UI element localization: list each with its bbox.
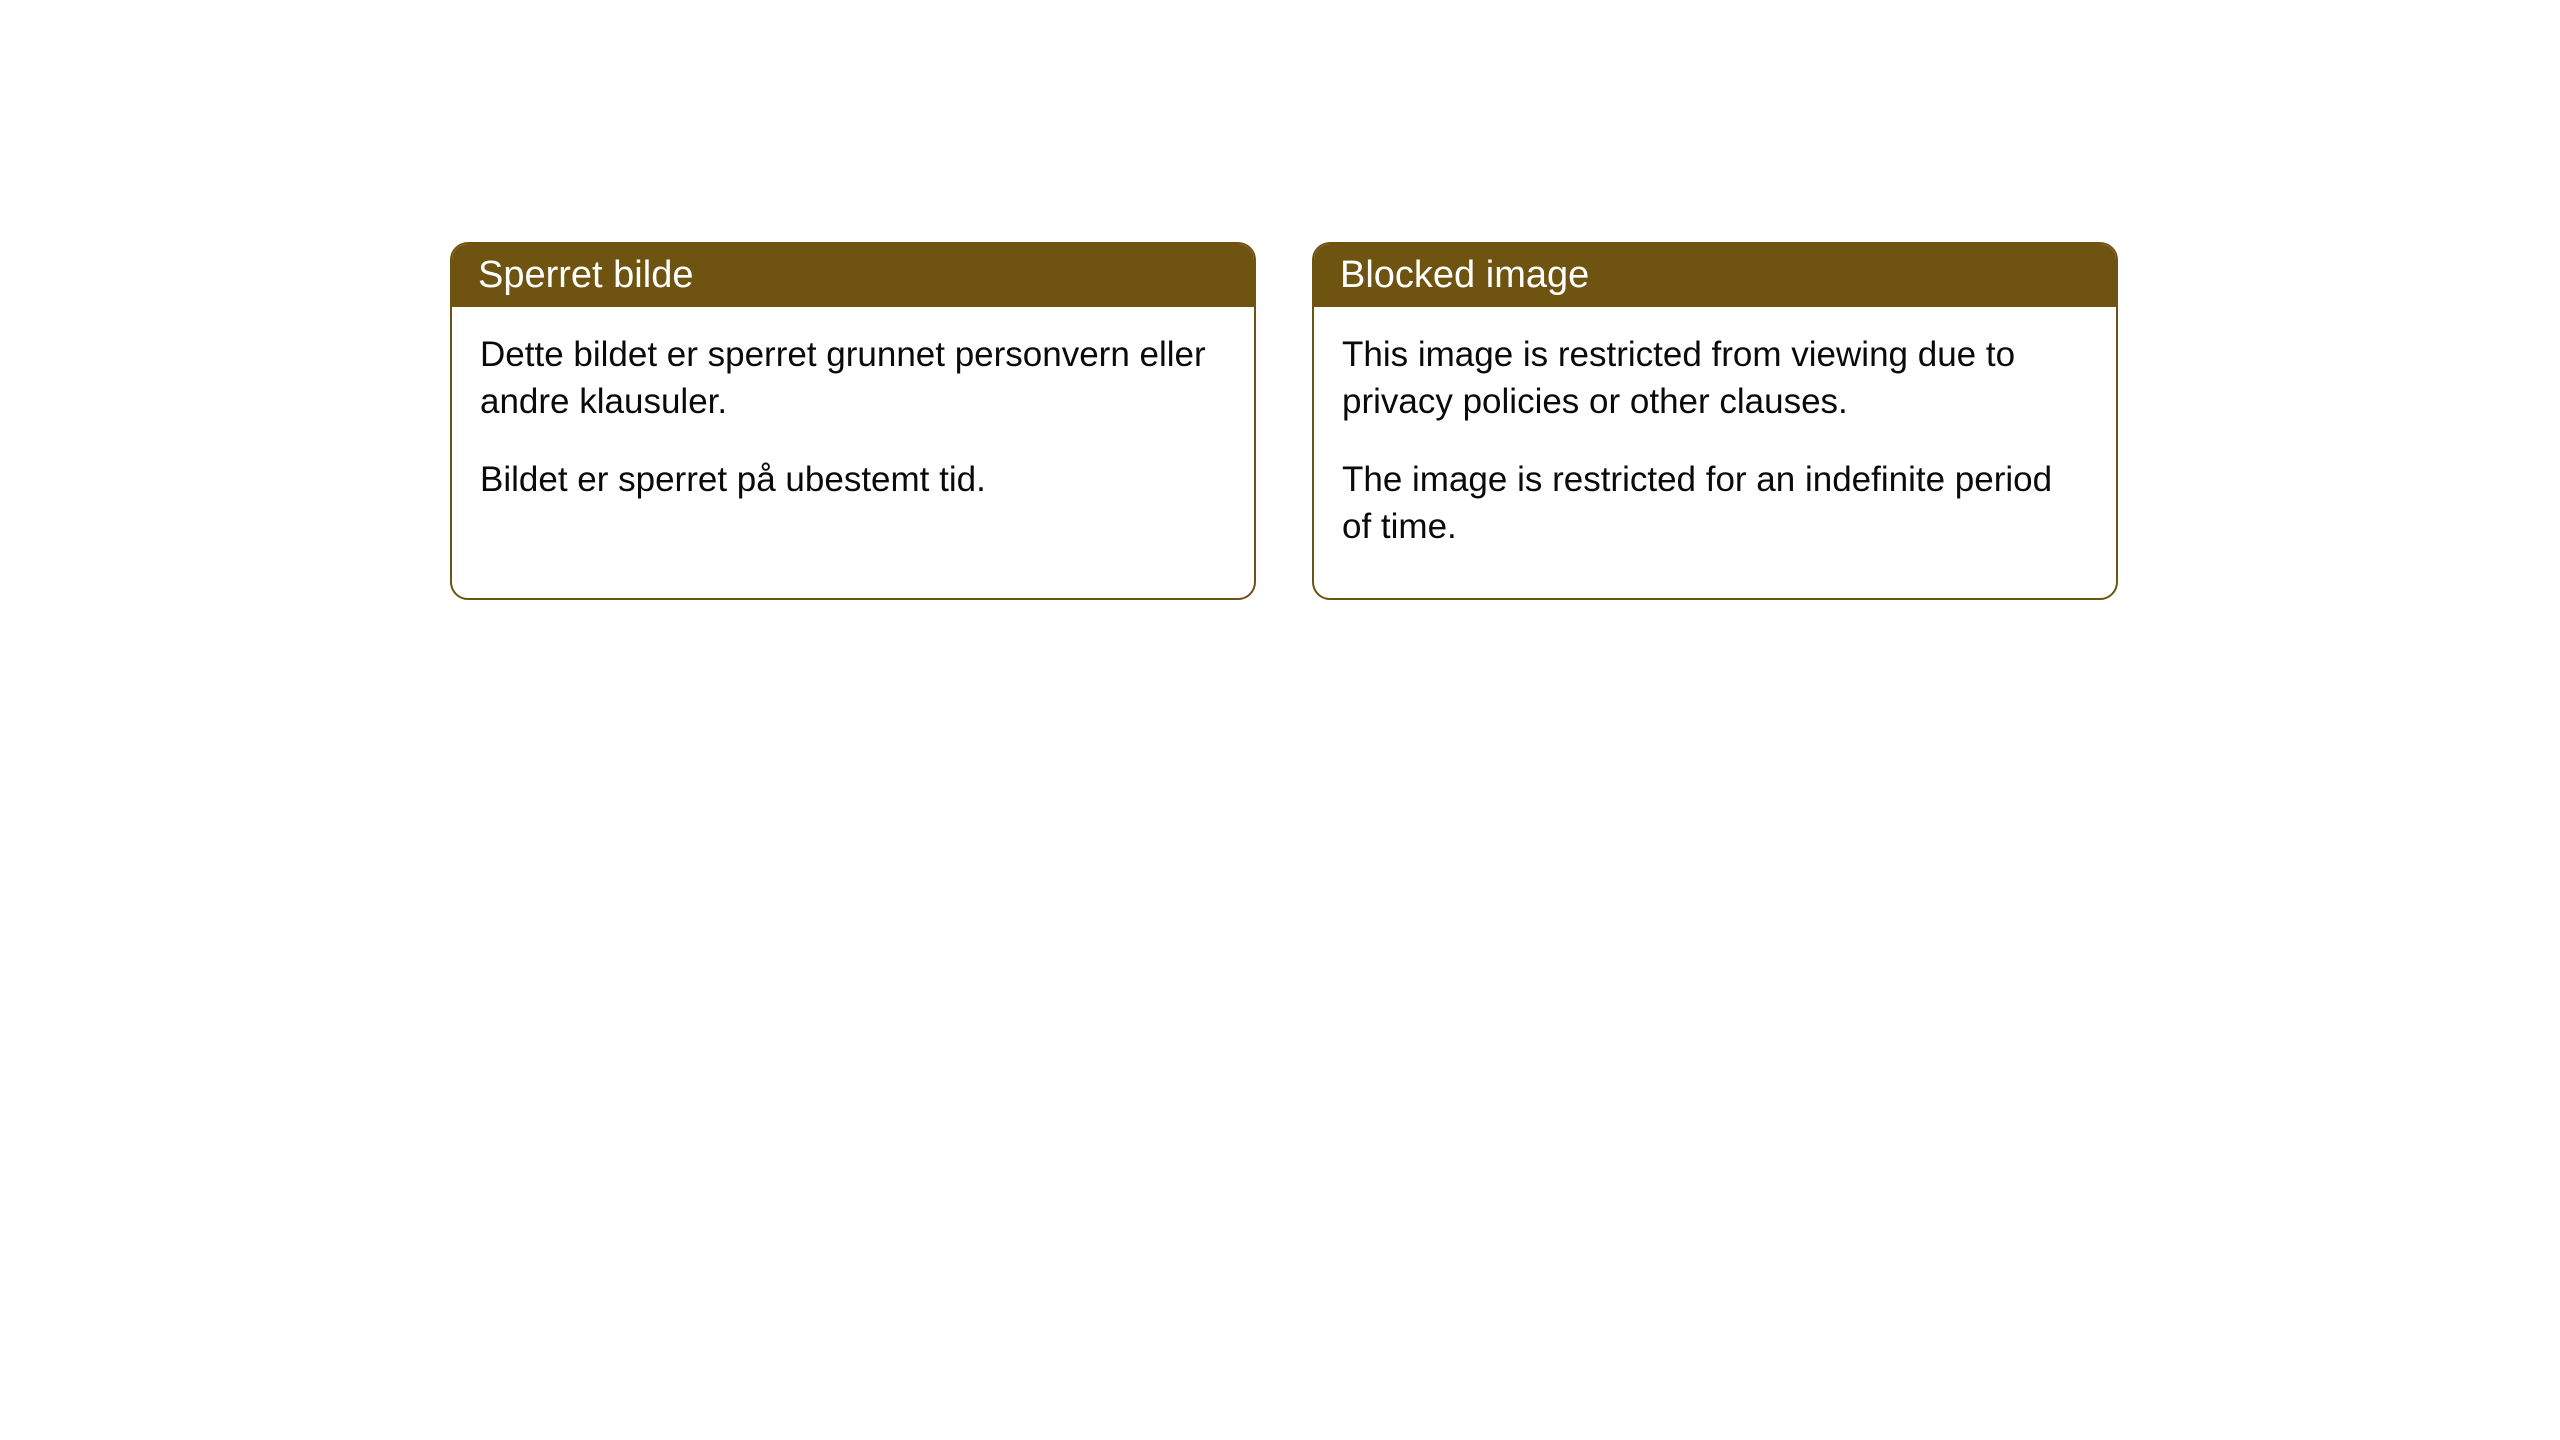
- card-header-english: Blocked image: [1314, 244, 2116, 307]
- card-paragraph: The image is restricted for an indefinit…: [1342, 456, 2088, 551]
- card-body-english: This image is restricted from viewing du…: [1314, 307, 2116, 598]
- card-paragraph: Bildet er sperret på ubestemt tid.: [480, 456, 1226, 503]
- card-norwegian: Sperret bilde Dette bildet er sperret gr…: [450, 242, 1256, 600]
- card-paragraph: This image is restricted from viewing du…: [1342, 331, 2088, 426]
- card-title: Sperret bilde: [478, 254, 693, 296]
- card-header-norwegian: Sperret bilde: [452, 244, 1254, 307]
- card-paragraph: Dette bildet er sperret grunnet personve…: [480, 331, 1226, 426]
- card-english: Blocked image This image is restricted f…: [1312, 242, 2118, 600]
- card-title: Blocked image: [1340, 254, 1589, 296]
- card-body-norwegian: Dette bildet er sperret grunnet personve…: [452, 307, 1254, 551]
- cards-container: Sperret bilde Dette bildet er sperret gr…: [450, 242, 2118, 600]
